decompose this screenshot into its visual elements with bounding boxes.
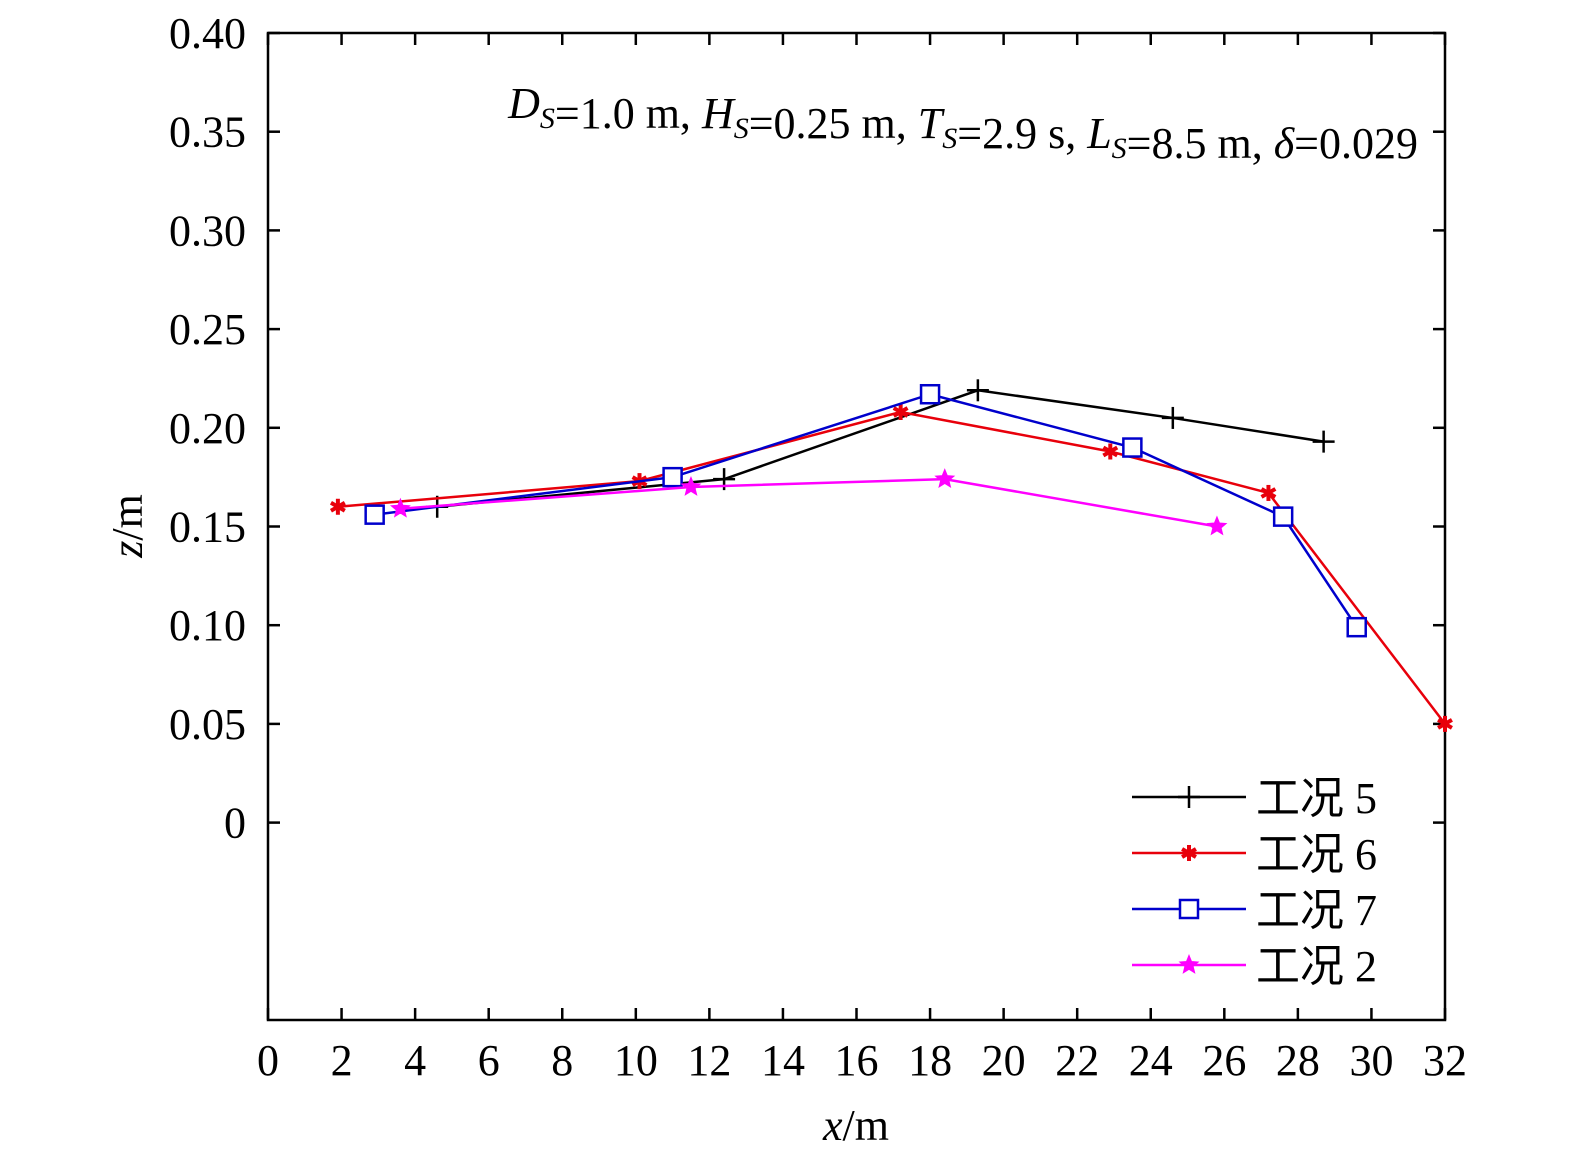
legend-label: 工况 5 — [1256, 774, 1377, 823]
annotation-part: =0.25 m, — [749, 99, 918, 148]
x-tick-label: 16 — [835, 1036, 879, 1085]
legend-label: 工况 7 — [1256, 886, 1377, 935]
x-tick-label: 8 — [551, 1036, 573, 1085]
y-tick-label: 0.10 — [169, 601, 246, 650]
annotation-part: =0.029 — [1294, 119, 1418, 168]
series-line — [374, 392, 1358, 628]
y-tick-label: 0.15 — [169, 503, 246, 552]
data-point — [892, 404, 909, 421]
series-line — [400, 477, 1218, 528]
y-tick-label: 0.30 — [169, 206, 246, 255]
annotation-part: S — [1112, 132, 1127, 165]
x-tick-label: 12 — [687, 1036, 731, 1085]
y-tick-label: 0.35 — [169, 108, 246, 157]
data-point — [1437, 715, 1453, 732]
data-point — [1206, 515, 1228, 536]
y-tick-label: 0.25 — [169, 305, 246, 354]
data-point — [1260, 484, 1277, 501]
annotation-part: S — [734, 112, 749, 145]
x-tick-label: 28 — [1276, 1036, 1320, 1085]
legend: 工况 5 工况 6 工况 7 工况 2 — [1132, 774, 1377, 991]
annotation-part: T — [918, 99, 946, 148]
axis-variable: z — [103, 541, 152, 559]
x-tick-label: 22 — [1055, 1036, 1099, 1085]
series-3 — [364, 383, 1367, 638]
axis-unit: /m — [103, 494, 152, 540]
legend-item: 工况 6 — [1132, 830, 1377, 879]
data-point — [966, 379, 989, 402]
data-point — [364, 504, 385, 525]
parameter-annotation: DS=1.0 m, HS=0.25 m, TS=2.9 s, LS=8.5 m,… — [507, 79, 1418, 168]
data-point — [1312, 430, 1335, 453]
legend-item: 工况 2 — [1132, 942, 1377, 991]
data-point — [680, 476, 702, 496]
x-tick-label: 2 — [331, 1036, 353, 1085]
legend-item: 工况 5 — [1132, 774, 1377, 823]
x-tick-label: 0 — [257, 1036, 279, 1085]
annotation-part: =8.5 m, — [1127, 119, 1274, 168]
annotation-part: =1.0 m, — [555, 89, 702, 138]
series-line — [337, 410, 1446, 725]
legend-marker — [1178, 786, 1200, 808]
annotation-part: D — [507, 79, 540, 128]
y-tick-label: 0.20 — [169, 404, 246, 453]
series-1 — [426, 379, 1335, 518]
x-axis-title: x/m — [822, 1101, 889, 1150]
legend-marker — [1178, 954, 1200, 974]
data-point — [919, 383, 941, 405]
data-point — [1102, 443, 1119, 460]
data-point — [662, 466, 683, 488]
x-tick-label: 20 — [982, 1036, 1026, 1085]
x-tick-label: 24 — [1129, 1036, 1173, 1085]
data-point — [1272, 506, 1294, 527]
series-layer — [329, 379, 1453, 732]
annotation-part: =2.9 s, — [957, 109, 1087, 158]
x-tick-label: 14 — [761, 1036, 805, 1085]
y-axis-ticks: 0 0.05 0.10 0.15 0.20 0.25 0.30 0.35 0.40 — [169, 9, 1445, 848]
legend-label: 工况 2 — [1256, 942, 1377, 991]
annotation-part: L — [1086, 109, 1111, 158]
x-tick-label: 26 — [1202, 1036, 1246, 1085]
data-point — [934, 468, 956, 489]
data-point — [1122, 437, 1143, 458]
series-2 — [329, 404, 1453, 732]
y-axis-title: z/m — [103, 494, 152, 559]
annotation-part: S — [540, 102, 555, 135]
x-tick-label: 32 — [1423, 1036, 1467, 1085]
data-point — [1161, 406, 1184, 429]
axis-unit: /m — [843, 1101, 889, 1150]
x-tick-label: 18 — [908, 1036, 952, 1085]
data-point — [329, 498, 346, 515]
legend-marker — [1178, 898, 1200, 920]
y-tick-label: 0 — [224, 799, 246, 848]
data-point — [389, 497, 411, 518]
y-tick-label: 0.40 — [169, 9, 246, 58]
annotation-part: δ — [1274, 119, 1296, 168]
axis-variable: x — [822, 1101, 843, 1150]
x-tick-label: 4 — [404, 1036, 426, 1085]
series-4 — [389, 468, 1228, 536]
legend-item: 工况 7 — [1132, 886, 1377, 935]
legend-label: 工况 6 — [1256, 830, 1377, 879]
x-tick-label: 30 — [1349, 1036, 1393, 1085]
annotation-part: S — [942, 122, 957, 155]
x-axis-ticks: 0 2 4 6 8 10 12 14 16 18 20 22 24 26 28 30 32 — [257, 33, 1467, 1085]
data-point — [1346, 616, 1367, 638]
x-tick-label: 6 — [478, 1036, 500, 1085]
x-tick-label: 10 — [614, 1036, 658, 1085]
legend-marker — [1181, 845, 1197, 861]
annotation-part: H — [701, 89, 736, 138]
y-tick-label: 0.05 — [169, 700, 246, 749]
